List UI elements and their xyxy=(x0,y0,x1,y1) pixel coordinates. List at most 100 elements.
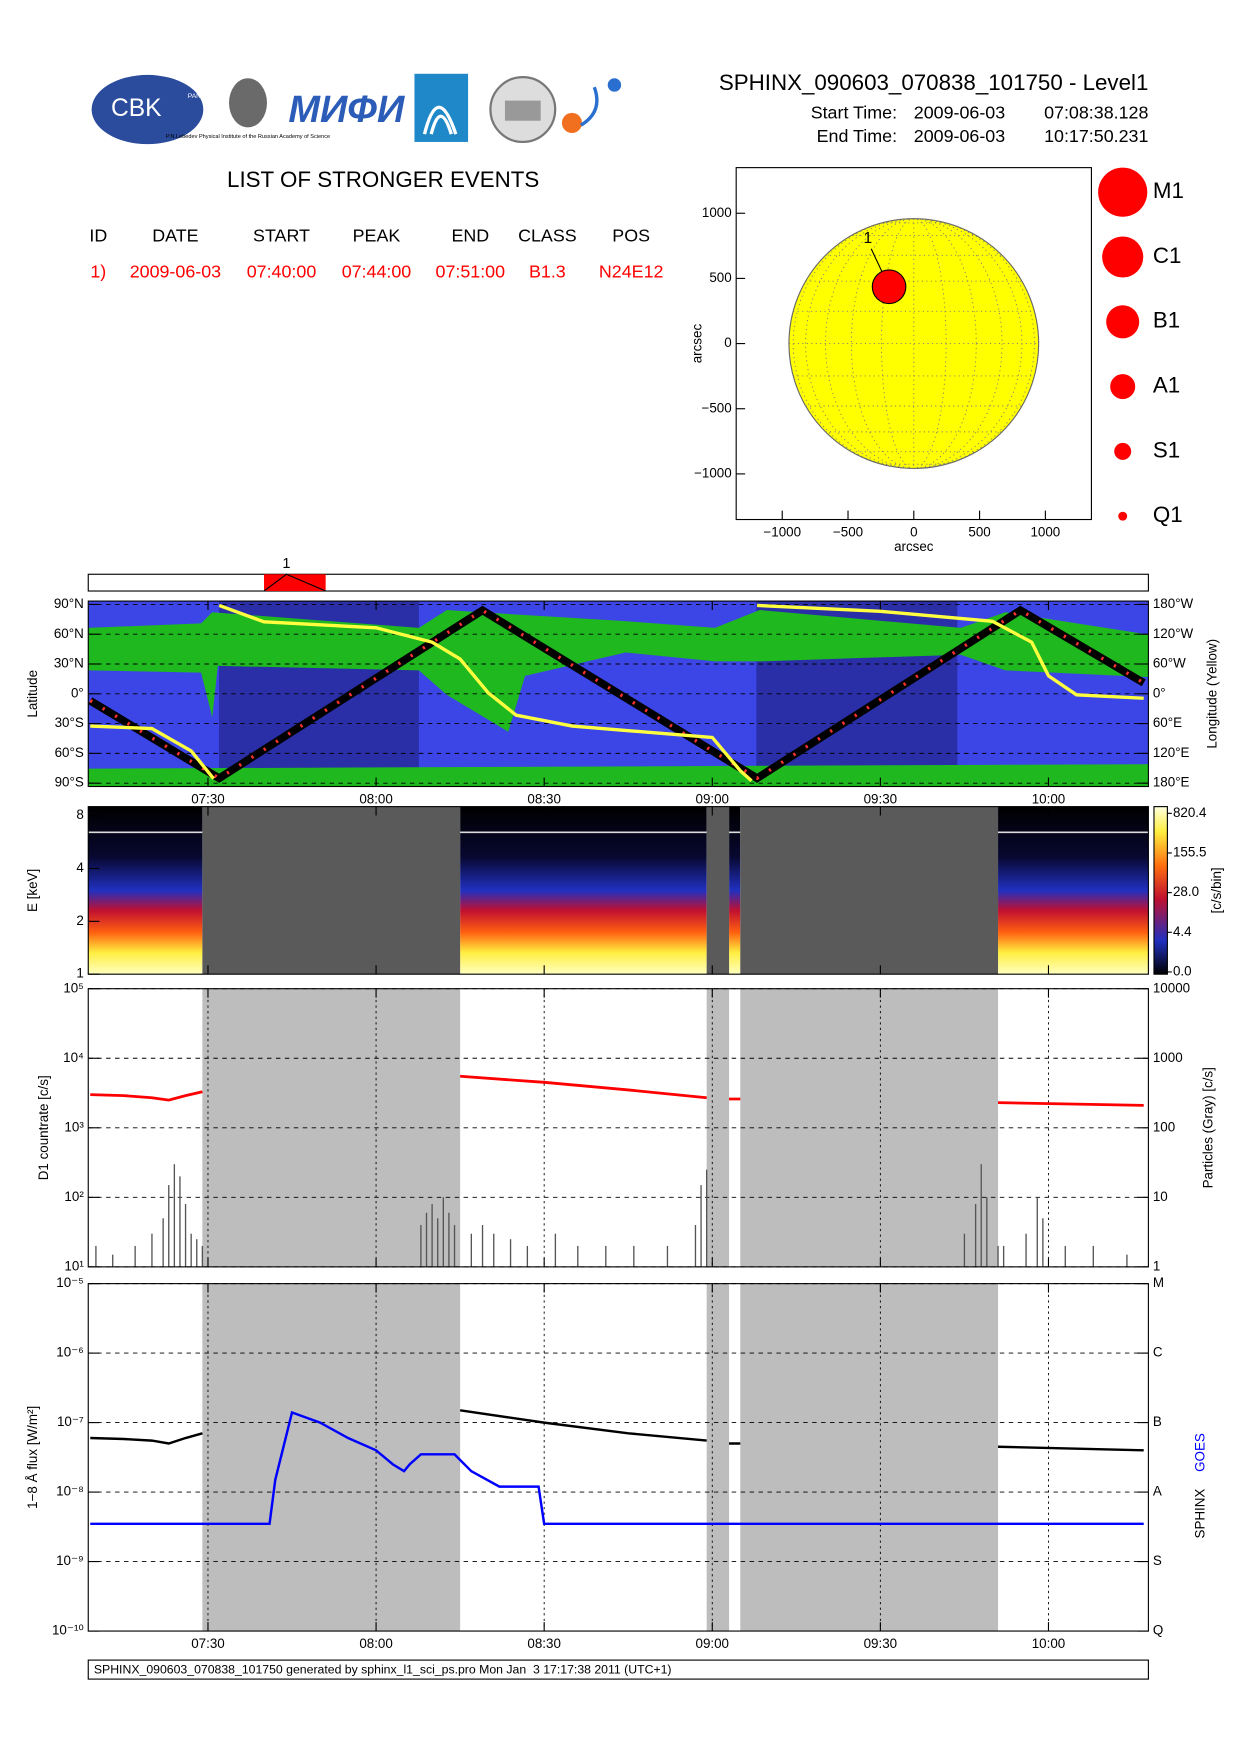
logo-mifi: МИФИ xyxy=(288,89,405,131)
x-tick-label: 09:00 xyxy=(696,791,730,806)
footer-text: SPHINX_090603_070838_101750 generated by… xyxy=(94,1662,672,1676)
y-tick-label: 2 xyxy=(76,913,83,928)
x-tick-label: 07:30 xyxy=(191,1636,225,1651)
y2-tick-label: 1 xyxy=(1153,1258,1160,1273)
y2-tick-label: Q xyxy=(1153,1623,1163,1638)
y-tick-label: 90°S xyxy=(55,775,84,790)
green-region xyxy=(88,764,1149,787)
countrate-line xyxy=(90,1074,1144,1107)
y-tick-label: −1000 xyxy=(694,465,732,480)
colorbar-title: [c/s/bin] xyxy=(1209,867,1224,913)
y2-tick-label: B xyxy=(1153,1414,1162,1429)
class-symbol xyxy=(1106,305,1140,339)
y-tick-label: 10⁻⁷ xyxy=(57,1414,84,1429)
plot-frame xyxy=(87,806,1149,975)
y-tick-label: −500 xyxy=(702,400,732,415)
disk-meridian xyxy=(792,218,1035,469)
y2-tick-label: 60°E xyxy=(1153,715,1182,730)
data-gap xyxy=(706,806,730,975)
x-tick-label: 08:30 xyxy=(527,791,561,806)
x-tick-label: 09:30 xyxy=(864,791,898,806)
spectrogram-data xyxy=(88,806,203,975)
x-tick-label: 07:30 xyxy=(191,791,225,806)
colorbar-label: 155.5 xyxy=(1173,845,1207,860)
plot-frame xyxy=(87,988,1149,1268)
y2-tick-label: A xyxy=(1153,1484,1162,1499)
x-tick-label: 10:00 xyxy=(1032,1636,1066,1651)
logo-earth xyxy=(607,78,622,92)
y2-tick-label: 10 xyxy=(1153,1189,1168,1204)
y-tick-label: 10⁻⁵ xyxy=(56,1275,84,1290)
y2-tick-label: 1000 xyxy=(1153,1050,1183,1065)
event-label: 1 xyxy=(282,556,290,572)
y-tick-label: 10⁻⁸ xyxy=(56,1484,84,1499)
colorbar-label: 820.4 xyxy=(1173,805,1207,820)
logo-swoosh xyxy=(579,86,599,127)
y-axis-label: arcsec xyxy=(690,324,705,364)
event-label: 1 xyxy=(863,230,872,247)
event-cell: 1) xyxy=(90,261,106,281)
data-gap xyxy=(202,1283,461,1632)
colorbar-label: 28.0 xyxy=(1173,884,1199,899)
y2-tick-label: C xyxy=(1153,1345,1163,1360)
legend-entry: GOES xyxy=(1192,1433,1207,1472)
x-tick-label: −1000 xyxy=(763,524,801,539)
flux-line xyxy=(90,1409,1144,1452)
event-cell: N24E12 xyxy=(599,261,664,281)
event-cell: 2009-06-03 xyxy=(130,261,221,281)
x-tick-label: 08:00 xyxy=(359,791,393,806)
x-tick-label: 500 xyxy=(968,524,990,539)
data-gap xyxy=(706,1283,730,1632)
y2-tick-label: 60°W xyxy=(1153,656,1186,671)
logo-sun xyxy=(561,112,583,133)
class-label: Q1 xyxy=(1153,502,1183,527)
y-axis-label: D1 countrate [c/s] xyxy=(36,1075,51,1180)
event-peak xyxy=(263,573,326,592)
y2-tick-label: 0° xyxy=(1153,685,1166,700)
colorbar-label: 4.4 xyxy=(1173,924,1192,939)
end-label: End Time: xyxy=(817,126,897,146)
y-tick-label: 10⁵ xyxy=(63,980,83,995)
y-tick-label: 10⁴ xyxy=(63,1050,84,1065)
start-time: 07:08:38.128 xyxy=(1044,103,1148,123)
class-label: S1 xyxy=(1153,437,1180,462)
class-label: C1 xyxy=(1153,243,1182,268)
y2-axis-label: Longitude (Yellow) xyxy=(1205,639,1220,749)
x-tick-label: 08:00 xyxy=(359,1636,393,1651)
y-tick-label: 30°N xyxy=(54,656,84,671)
y-tick-label: 500 xyxy=(709,270,731,285)
data-gap xyxy=(740,806,999,975)
column-header: ID xyxy=(89,226,107,246)
start-label: Start Time: xyxy=(811,103,897,123)
y-tick-label: 10⁻⁶ xyxy=(56,1345,83,1360)
spectrogram-data xyxy=(998,806,1149,975)
event-cell: 07:44:00 xyxy=(342,261,412,281)
y-tick-label: 10¹ xyxy=(64,1258,84,1273)
y2-tick-label: S xyxy=(1153,1553,1162,1568)
footer-frame xyxy=(87,1659,1149,1680)
disk-meridian xyxy=(850,218,977,469)
column-header: END xyxy=(451,226,489,246)
end-date: 2009-06-03 xyxy=(914,126,1005,146)
x-tick-label: 10:00 xyxy=(1032,791,1066,806)
x-tick-label: 1000 xyxy=(1030,524,1060,539)
column-header: PEAK xyxy=(353,226,401,246)
x-tick-label: 08:30 xyxy=(527,1636,561,1651)
column-header: DATE xyxy=(152,226,198,246)
class-symbol xyxy=(1118,511,1128,521)
data-gap xyxy=(202,806,461,975)
x-axis-label: arcsec xyxy=(894,539,934,554)
y2-tick-label: 120°E xyxy=(1153,745,1190,760)
green-region xyxy=(88,610,1149,732)
timeline-frame xyxy=(87,573,1149,592)
y-tick-label: 0° xyxy=(71,685,84,700)
plot-frame xyxy=(87,1283,1149,1632)
event-cell: 07:40:00 xyxy=(247,261,317,281)
y-tick-label: 0 xyxy=(724,335,731,350)
x-tick-label: 09:00 xyxy=(696,1636,730,1651)
column-header: POS xyxy=(612,226,650,246)
latitude-line xyxy=(88,605,1146,783)
y-tick-label: 1 xyxy=(76,966,83,981)
y-tick-label: 60°N xyxy=(54,626,84,641)
